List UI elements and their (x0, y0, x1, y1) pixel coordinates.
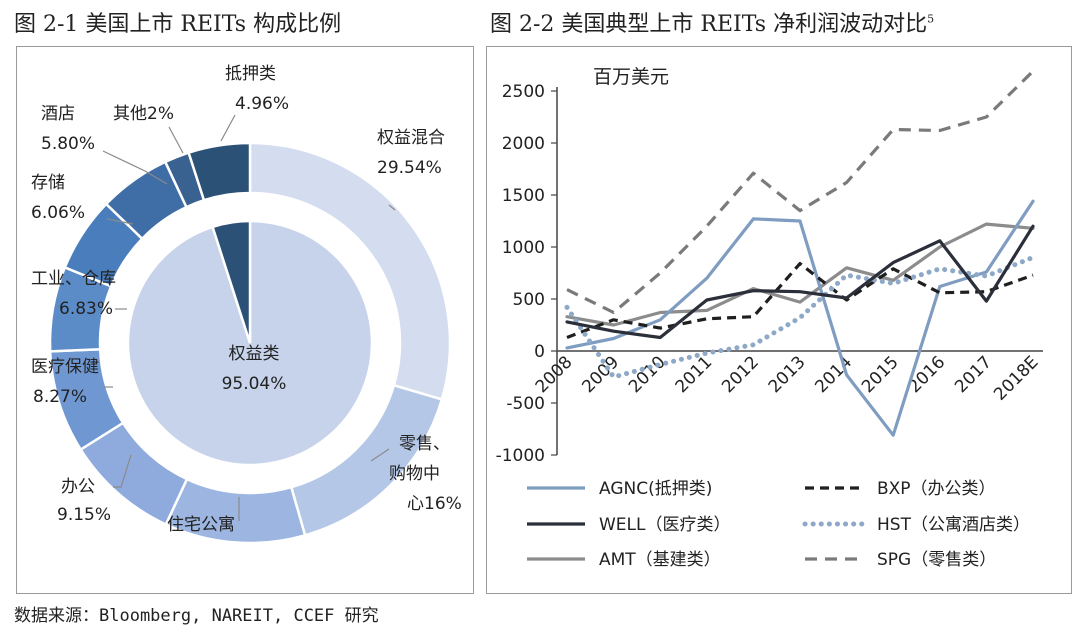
series-line-5 (566, 70, 1035, 315)
series-line-2 (565, 224, 1035, 340)
outer-label-value-4: 8.27% (33, 387, 87, 407)
legend-label-3: HST（公寓酒店类） (877, 515, 1030, 535)
outer-label-name-2: 住宅公寓 (167, 515, 235, 535)
outer-label-name-part-2: 购物中 (389, 464, 440, 484)
outer-label-value-8: 2% (147, 104, 174, 124)
outer-label-value-3: 9.15% (57, 505, 111, 525)
legend-label-1: BXP（办公类） (877, 479, 996, 499)
outer-label-8: 其他2% (113, 104, 174, 124)
y-unit-label: 百万美元 (593, 66, 669, 88)
outer-label-value-6: 6.06% (31, 203, 85, 223)
outer-label-name-0: 权益混合 (377, 128, 445, 148)
x-tick-label: 2013 (765, 352, 810, 397)
figure-2-title-text: 图 2-2 美国典型上市 REITs 净利润波动对比 (490, 12, 928, 37)
y-tick-label: 1000 (502, 238, 545, 258)
outer-label-name-7: 酒店 (41, 104, 75, 124)
x-tick-label: 2012 (718, 352, 763, 397)
x-tick-label: 2015 (858, 352, 903, 397)
donut-chart-panel: 权益类 95.04% 权益混合 29.54% 零售、购物中心16% 住宅公寓 办公 9.15%… (16, 46, 474, 594)
figure-1-title: 图 2-1 美国上市 REITs 构成比例 (14, 12, 342, 37)
outer-label-name-8: 其他 (113, 104, 147, 124)
series-line-1 (566, 262, 1034, 339)
y-tick-label: -1000 (496, 446, 545, 466)
series-line-4 (565, 222, 1035, 327)
line-chart-panel: -1000 -500 0 500 1000 1500 2000 2500 百万美元 2008 200… (486, 46, 1072, 594)
y-tick-label: 500 (513, 290, 545, 310)
x-tick-label: 2018E (990, 352, 1042, 404)
y-tick-label: -500 (506, 394, 545, 414)
leader-line-1 (370, 448, 390, 462)
leader-line-6 (106, 218, 134, 225)
leader-line-9 (220, 114, 236, 142)
x-tick-label: 2010 (625, 352, 670, 397)
leader-line-8 (168, 126, 184, 154)
y-tick-label: 1500 (502, 186, 545, 206)
series-line-3 (564, 254, 1036, 380)
legend-label-5: SPG（零售类） (877, 550, 996, 570)
leader-line-3 (113, 454, 132, 488)
footnote-marker: 5 (927, 12, 935, 26)
outer-slice-9 (187, 141, 252, 202)
outer-label-name-part-1: 零售、 (399, 434, 450, 454)
y-tick-label: 2500 (502, 82, 545, 102)
outer-label-name-3: 办公 (61, 477, 95, 497)
legend-label-2: WELL（医疗类） (599, 515, 731, 535)
data-source-note: 数据来源：Bloomberg, NAREIT, CCEF 研究 (14, 606, 379, 626)
outer-label-1: 心16% (407, 494, 462, 514)
legend-label-0: AGNC(抵押类) (599, 479, 712, 499)
outer-label-name-5: 工业、仓库 (31, 269, 116, 289)
y-tick-label: 0 (534, 342, 545, 362)
y-tick-label: 2000 (502, 134, 545, 154)
legend-label-4: AMT（基建类） (599, 550, 721, 570)
outer-label-name-part-3: 心 (407, 494, 424, 514)
x-tick-label: 2011 (672, 352, 717, 397)
outer-label-name-9: 抵押类 (225, 64, 276, 84)
figure-2-title: 图 2-2 美国典型上市 REITs 净利润波动对比5 (490, 6, 934, 38)
outer-label-value-5: 6.83% (59, 299, 113, 319)
outer-label-name-4: 医疗保健 (31, 357, 99, 377)
outer-label-value-9: 4.96% (235, 94, 289, 114)
leader-line-0 (388, 204, 396, 211)
x-tick-label: 2014 (811, 352, 856, 397)
outer-label-name-6: 存储 (31, 173, 65, 193)
inner-label-name: 权益类 (229, 344, 280, 364)
outer-label-value-7: 5.80% (41, 134, 95, 154)
outer-label-value-1: 16% (424, 494, 462, 514)
leader-line-7 (102, 150, 168, 185)
outer-label-value-0: 29.54% (377, 158, 442, 178)
inner-slice-1 (211, 219, 252, 344)
inner-label-value: 95.04% (222, 374, 287, 394)
